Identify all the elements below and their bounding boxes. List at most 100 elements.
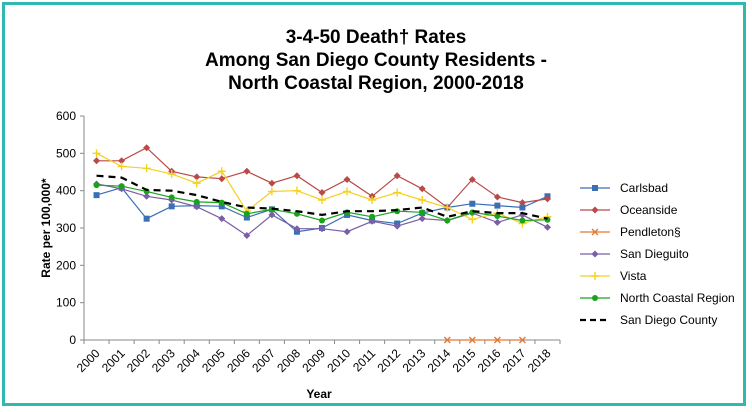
data-point <box>518 199 526 207</box>
series-pendleton <box>443 336 526 344</box>
data-point <box>142 164 151 173</box>
y-tick-label: 200 <box>56 258 76 272</box>
y-tick-label: 600 <box>56 109 76 123</box>
data-point <box>468 336 476 344</box>
data-point <box>393 188 402 197</box>
data-point <box>218 199 225 206</box>
legend-label: Oceanside <box>620 203 678 217</box>
data-point <box>218 175 226 183</box>
data-point <box>543 223 551 231</box>
data-point <box>143 144 151 152</box>
x-tick-label: 2011 <box>350 346 378 374</box>
data-point <box>192 179 201 188</box>
data-point <box>343 175 351 183</box>
data-point <box>393 222 401 230</box>
x-tick-label: 2018 <box>525 346 554 375</box>
data-point <box>591 228 599 236</box>
data-point <box>118 183 125 190</box>
data-point <box>418 215 426 223</box>
x-tick-label: 2003 <box>149 346 178 375</box>
data-point <box>494 202 501 209</box>
data-point <box>592 185 598 191</box>
legend-label: Pendleton§ <box>620 225 681 239</box>
y-axis-label: Rate per 100,000* <box>39 178 53 278</box>
x-tick-label: 2010 <box>324 346 353 375</box>
x-tick-label: 2007 <box>249 346 278 375</box>
legend-label: North Coastal Region <box>620 291 735 305</box>
data-point <box>519 204 526 211</box>
x-tick-label: 2005 <box>199 346 228 375</box>
data-point <box>118 157 126 165</box>
x-tick-label: 2015 <box>450 346 479 375</box>
data-point <box>243 214 250 221</box>
y-tick-label: 0 <box>69 333 76 347</box>
data-point <box>519 217 526 224</box>
data-point <box>267 187 276 196</box>
data-point <box>143 215 150 222</box>
data-point <box>518 336 526 344</box>
x-tick-label: 2006 <box>224 346 253 375</box>
data-point <box>93 182 100 189</box>
data-point <box>243 210 250 217</box>
legend-label: Vista <box>620 269 647 283</box>
data-point <box>494 213 501 220</box>
data-point <box>292 186 301 195</box>
data-point <box>468 175 476 183</box>
data-point <box>168 203 175 210</box>
data-point <box>418 185 426 193</box>
y-tick-label: 100 <box>56 296 76 310</box>
legend-label: San Diego County <box>620 313 717 327</box>
data-point <box>369 213 376 220</box>
data-point <box>368 217 376 225</box>
data-point <box>93 157 101 165</box>
x-tick-label: 2017 <box>500 346 529 375</box>
data-point <box>468 215 477 224</box>
data-point <box>243 231 251 239</box>
x-tick-label: 2016 <box>475 346 504 375</box>
legend-label: San Dieguito <box>620 247 689 261</box>
series-san-diego-county <box>96 174 548 220</box>
y-tick-label: 300 <box>56 221 76 235</box>
x-tick-label: 2004 <box>174 346 203 375</box>
data-point <box>217 167 226 176</box>
data-point <box>318 189 326 197</box>
data-point <box>343 187 352 196</box>
data-point <box>243 167 251 175</box>
x-tick-label: 2009 <box>299 346 328 375</box>
data-point <box>443 203 452 212</box>
data-point <box>591 250 599 258</box>
data-point <box>293 172 301 180</box>
x-tick-label: 2012 <box>374 346 403 375</box>
data-point <box>268 211 276 219</box>
data-point <box>193 173 201 181</box>
x-tick-label: 2014 <box>425 346 454 375</box>
x-tick-label: 2013 <box>400 346 429 375</box>
data-point <box>469 200 476 207</box>
data-point <box>318 225 326 233</box>
data-point <box>493 336 501 344</box>
data-point <box>268 179 276 187</box>
chart-title-line-2: Among San Diego County Residents - <box>204 50 548 71</box>
x-tick-label: 2000 <box>74 346 103 375</box>
chart-frame <box>2 2 746 406</box>
y-tick-label: 500 <box>56 146 76 160</box>
chart-title-line-3: North Coastal Region, 2000-2018 <box>228 73 524 94</box>
chart-title-line-1: 3-4-50 Death† Rates <box>285 27 467 48</box>
x-tick-label: 2002 <box>124 346 153 375</box>
data-point <box>218 203 225 210</box>
x-tick-label: 2008 <box>274 346 303 375</box>
data-point <box>293 225 301 233</box>
legend-label: Carlsbad <box>620 181 668 195</box>
data-point <box>319 217 325 224</box>
x-tick-label: 2001 <box>99 346 128 375</box>
data-point <box>393 172 401 180</box>
data-point <box>591 206 599 214</box>
data-point <box>92 149 101 158</box>
data-point <box>167 169 176 178</box>
data-point <box>592 295 598 301</box>
data-point <box>318 196 326 204</box>
data-point <box>419 209 426 216</box>
data-point <box>591 272 599 280</box>
data-point <box>193 203 201 211</box>
